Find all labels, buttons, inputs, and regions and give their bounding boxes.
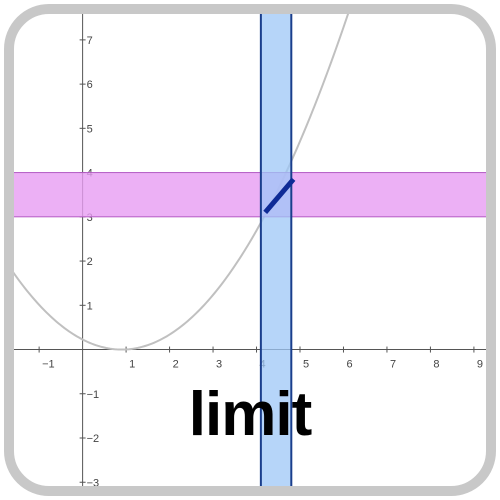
- x-tick-label: 5: [303, 359, 309, 371]
- y-tick-label: 6: [87, 79, 93, 91]
- y-tick-label: 2: [87, 256, 93, 268]
- y-tick-label: 7: [87, 35, 93, 47]
- rounded-frame: [4, 4, 496, 496]
- y-tick-label: −2: [87, 433, 100, 445]
- x-tick-label: −1: [42, 359, 55, 371]
- x-tick-label: 1: [129, 359, 135, 371]
- y-tick-label: 3: [87, 212, 93, 224]
- x-tick-label: 9: [477, 359, 483, 371]
- x-tick-label: 7: [390, 359, 396, 371]
- x-tick-label: 8: [433, 359, 439, 371]
- curve-segment: [263, 177, 296, 215]
- x-tick-label: 6: [346, 359, 352, 371]
- y-tick-label: 5: [87, 123, 93, 135]
- y-tick-label: 1: [87, 300, 93, 312]
- caption-limit: limit: [188, 380, 312, 449]
- parabola-curve: [9, 9, 491, 351]
- horizontal-band: [9, 172, 491, 218]
- vertical-band: [259, 9, 293, 491]
- x-tick-label: 3: [216, 359, 222, 371]
- x-tick-label: 2: [173, 359, 179, 371]
- y-tick-label: −1: [87, 389, 100, 401]
